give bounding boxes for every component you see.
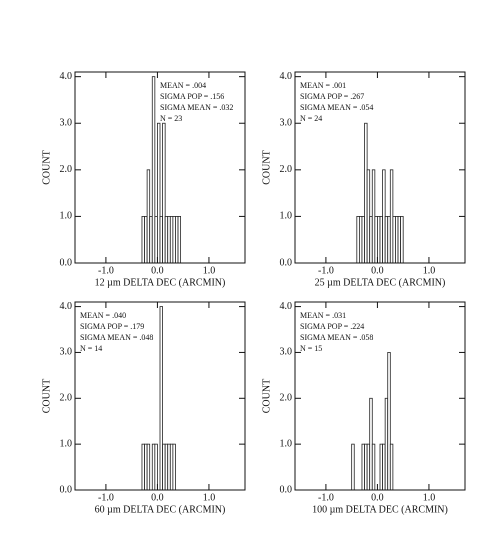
histogram-bar bbox=[146, 443, 151, 491]
histogram-bar bbox=[371, 443, 376, 491]
annotation: SIGMA POP = .267 bbox=[300, 92, 364, 101]
annotation: N = 24 bbox=[300, 114, 322, 123]
y-tick-label: 1.0 bbox=[60, 211, 73, 222]
y-axis-label: COUNT bbox=[41, 150, 52, 184]
y-tick-label: 1.0 bbox=[280, 211, 293, 222]
x-tick-label: 1.0 bbox=[203, 265, 216, 276]
y-tick-label: 4.0 bbox=[60, 301, 73, 312]
annotation: N = 15 bbox=[300, 344, 322, 353]
annotation: MEAN = .004 bbox=[160, 81, 206, 90]
x-tick-label: 0.0 bbox=[151, 265, 164, 276]
y-axis-label: COUNT bbox=[261, 150, 272, 184]
y-tick-label: 2.0 bbox=[280, 164, 293, 175]
histogram-bar bbox=[351, 443, 355, 491]
y-tick-label: 3.0 bbox=[280, 347, 293, 358]
x-axis-label: 100 µm DELTA DEC (ARCMIN) bbox=[312, 504, 448, 515]
y-tick-label: 1.0 bbox=[60, 438, 73, 449]
plot-frame bbox=[74, 301, 246, 491]
y-tick-label: 2.0 bbox=[280, 393, 293, 404]
plot-frame bbox=[74, 71, 246, 264]
y-tick-label: 3.0 bbox=[60, 118, 73, 129]
histogram-bar bbox=[172, 443, 176, 491]
annotation: MEAN = .040 bbox=[80, 311, 126, 320]
x-tick-label: 1.0 bbox=[423, 265, 436, 276]
annotation: N = 23 bbox=[160, 114, 182, 123]
x-tick-label: -1.0 bbox=[318, 492, 334, 503]
histogram-bar bbox=[177, 216, 182, 264]
y-tick-label: 2.0 bbox=[60, 164, 73, 175]
x-tick-label: -1.0 bbox=[98, 265, 114, 276]
annotation: MEAN = .031 bbox=[300, 311, 346, 320]
y-axis-label: COUNT bbox=[41, 379, 52, 413]
histogram-bar bbox=[400, 216, 404, 264]
x-tick-label: 0.0 bbox=[371, 492, 384, 503]
y-tick-label: 1.0 bbox=[280, 438, 293, 449]
y-axis-label: COUNT bbox=[261, 379, 272, 413]
y-tick-label: 2.0 bbox=[60, 393, 73, 404]
x-tick-label: 1.0 bbox=[203, 492, 216, 503]
histogram-bar bbox=[154, 443, 158, 491]
histogram-bar bbox=[389, 443, 394, 491]
plot-frame bbox=[294, 301, 466, 491]
y-tick-label: 4.0 bbox=[280, 301, 293, 312]
annotation: SIGMA MEAN = .054 bbox=[300, 103, 373, 112]
annotation: MEAN = .001 bbox=[300, 81, 346, 90]
annotation: SIGMA POP = .224 bbox=[300, 322, 364, 331]
annotation: SIGMA MEAN = .032 bbox=[160, 103, 233, 112]
x-axis-label: 25 µm DELTA DEC (ARCMIN) bbox=[315, 277, 446, 288]
y-tick-label: 0.0 bbox=[60, 257, 73, 268]
x-tick-label: 0.0 bbox=[151, 492, 164, 503]
x-axis-label: 60 µm DELTA DEC (ARCMIN) bbox=[95, 504, 226, 515]
y-tick-label: 4.0 bbox=[60, 71, 73, 82]
x-tick-label: 1.0 bbox=[423, 492, 436, 503]
annotation: SIGMA POP = .156 bbox=[160, 92, 224, 101]
annotation: SIGMA POP = .179 bbox=[80, 322, 144, 331]
y-tick-label: 0.0 bbox=[60, 484, 73, 495]
y-tick-label: 0.0 bbox=[280, 257, 293, 268]
y-tick-label: 3.0 bbox=[60, 347, 73, 358]
y-tick-label: 0.0 bbox=[280, 484, 293, 495]
x-tick-label: -1.0 bbox=[98, 492, 114, 503]
y-tick-label: 3.0 bbox=[280, 118, 293, 129]
y-tick-label: 4.0 bbox=[280, 71, 293, 82]
annotation: SIGMA MEAN = .048 bbox=[80, 333, 153, 342]
plot-frame bbox=[294, 71, 466, 264]
annotation: SIGMA MEAN = .058 bbox=[300, 333, 373, 342]
annotation: N = 14 bbox=[80, 344, 102, 353]
x-tick-label: -1.0 bbox=[318, 265, 334, 276]
x-tick-label: 0.0 bbox=[371, 265, 384, 276]
x-axis-label: 12 µm DELTA DEC (ARCMIN) bbox=[95, 277, 226, 288]
